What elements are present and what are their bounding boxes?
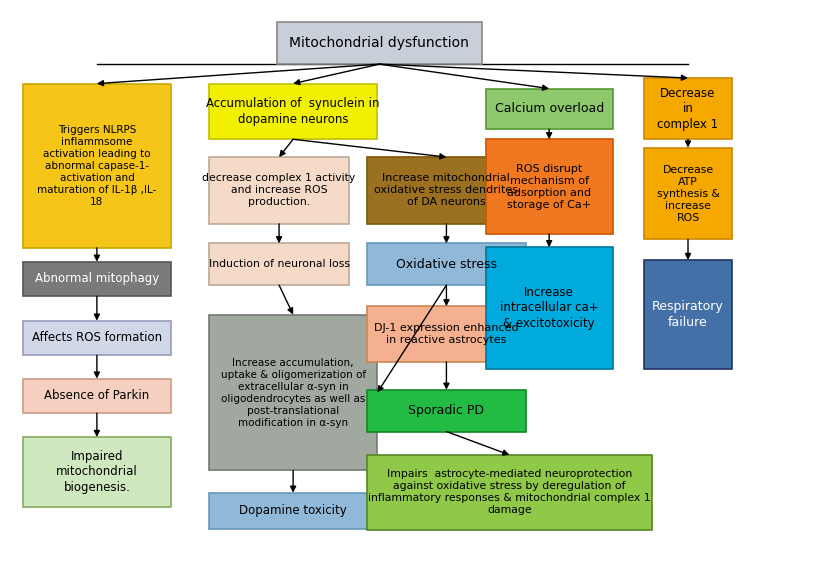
FancyBboxPatch shape (209, 83, 378, 139)
FancyBboxPatch shape (644, 78, 732, 139)
FancyBboxPatch shape (367, 243, 526, 285)
Text: Accumulation of  synuclein in
dopamine neurons: Accumulation of synuclein in dopamine ne… (206, 97, 380, 126)
Text: decrease complex 1 activity
and increase ROS
production.: decrease complex 1 activity and increase… (202, 173, 355, 207)
Text: Impairs  astrocyte-mediated neuroprotection
against oxidative stress by deregula: Impairs astrocyte-mediated neuroprotecti… (368, 470, 651, 516)
Text: Calcium overload: Calcium overload (495, 102, 604, 115)
FancyBboxPatch shape (486, 139, 613, 234)
Text: Absence of Parkin: Absence of Parkin (44, 390, 150, 402)
Text: Dopamine toxicity: Dopamine toxicity (239, 504, 347, 517)
Text: Decrease
ATP
synthesis &
increase
ROS: Decrease ATP synthesis & increase ROS (657, 165, 719, 223)
Text: Abnormal mitophagy: Abnormal mitophagy (34, 273, 159, 286)
Text: Respiratory
failure: Respiratory failure (652, 300, 724, 328)
FancyBboxPatch shape (644, 148, 732, 240)
Text: Increase accumulation,
uptake & oligomerization of
extracellular α-syn in
oligod: Increase accumulation, uptake & oligomer… (220, 357, 365, 428)
FancyBboxPatch shape (209, 243, 349, 285)
FancyBboxPatch shape (367, 390, 526, 432)
Text: Oxidative stress: Oxidative stress (396, 258, 497, 271)
Text: Sporadic PD: Sporadic PD (409, 404, 484, 417)
FancyBboxPatch shape (486, 89, 613, 130)
FancyBboxPatch shape (209, 157, 349, 224)
Text: Triggers NLRPS
inflammsome
activation leading to
abnormal capase-1-
activation a: Triggers NLRPS inflammsome activation le… (37, 125, 156, 207)
FancyBboxPatch shape (23, 437, 171, 507)
FancyBboxPatch shape (486, 247, 613, 369)
FancyBboxPatch shape (367, 455, 652, 530)
Text: Affects ROS formation: Affects ROS formation (32, 332, 162, 345)
FancyBboxPatch shape (23, 321, 171, 355)
Text: Increase mitochondrial
oxidative stress dendrites
of DA neurons: Increase mitochondrial oxidative stress … (374, 173, 518, 207)
FancyBboxPatch shape (23, 83, 171, 248)
Text: Impaired
mitochondrial
biogenesis.: Impaired mitochondrial biogenesis. (56, 450, 138, 494)
FancyBboxPatch shape (277, 22, 482, 64)
FancyBboxPatch shape (23, 379, 171, 413)
FancyBboxPatch shape (23, 262, 171, 296)
FancyBboxPatch shape (209, 492, 378, 529)
FancyBboxPatch shape (644, 260, 732, 369)
Text: Decrease
in
complex 1: Decrease in complex 1 (658, 87, 718, 131)
Text: Induction of neuronal loss: Induction of neuronal loss (209, 259, 350, 269)
Text: ROS disrupt
mechanism of
adsorption and
storage of Ca+: ROS disrupt mechanism of adsorption and … (507, 164, 591, 210)
Text: Mitochondrial dysfunction: Mitochondrial dysfunction (289, 36, 469, 50)
Text: Increase
intracellular ca+
& excitotoxicity: Increase intracellular ca+ & excitotoxic… (500, 286, 599, 330)
Text: DJ-1 expression enhanced
in reactive astrocytes: DJ-1 expression enhanced in reactive ast… (374, 323, 518, 345)
FancyBboxPatch shape (367, 306, 526, 362)
FancyBboxPatch shape (209, 315, 378, 470)
FancyBboxPatch shape (367, 157, 526, 224)
